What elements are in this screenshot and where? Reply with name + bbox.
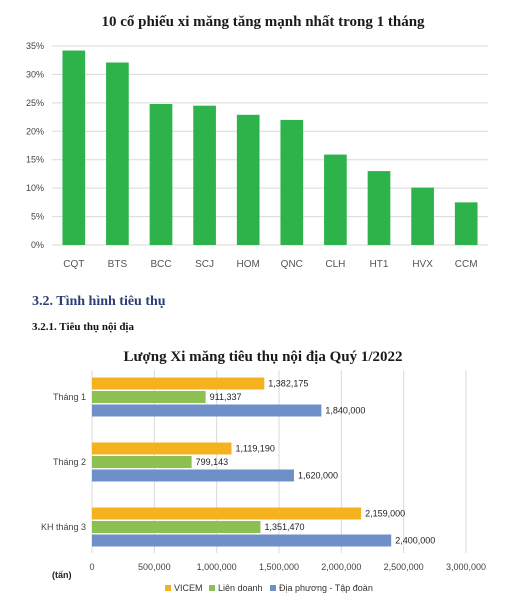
x-tick-label: CLH xyxy=(325,259,345,270)
y-tick-label: 15% xyxy=(26,155,44,165)
x-tick-label: HT1 xyxy=(370,259,389,270)
data-label: 1,382,175 xyxy=(268,379,308,389)
data-label: 799,143 xyxy=(196,457,229,467)
bar xyxy=(92,377,265,390)
data-label: 911,337 xyxy=(210,392,242,402)
y-tick-label: KH tháng 3 xyxy=(41,522,86,532)
x-tick-label: QNC xyxy=(281,259,303,270)
data-label: 2,400,000 xyxy=(395,536,435,546)
x-tick-label: 1,500,000 xyxy=(259,562,299,572)
y-tick-label: 30% xyxy=(26,69,44,79)
bar xyxy=(411,187,434,245)
bar xyxy=(236,114,260,245)
x-tick-label: CCM xyxy=(455,259,478,270)
x-tick-label: 1,000,000 xyxy=(197,562,237,572)
y-tick-label: 20% xyxy=(26,126,44,136)
section-heading: 3.2. Tình hình tiêu thụ xyxy=(32,294,166,309)
x-tick-label: BTS xyxy=(108,259,128,270)
bar xyxy=(92,507,362,520)
x-tick-label: CQT xyxy=(63,259,84,270)
bar xyxy=(92,469,294,482)
y-tick-label: Tháng 2 xyxy=(53,457,86,467)
x-tick-label: 2,000,000 xyxy=(321,562,361,572)
chart1-title: 10 cổ phiếu xi măng tăng mạnh nhất trong… xyxy=(101,14,425,30)
data-label: 1,840,000 xyxy=(325,406,365,416)
x-tick-label: SCJ xyxy=(195,259,214,270)
bar xyxy=(454,202,478,245)
bar xyxy=(280,119,304,245)
legend-swatch xyxy=(270,585,276,591)
bar xyxy=(92,391,206,403)
data-label: 1,119,190 xyxy=(236,444,275,454)
subsection-heading: 3.2.1. Tiêu thụ nội địa xyxy=(32,321,134,333)
x-tick-label: 2,500,000 xyxy=(384,562,424,572)
x-tick-label: 0 xyxy=(89,562,94,572)
legend-label: Địa phương - Tập đoàn xyxy=(279,583,373,593)
x-tick-label: 500,000 xyxy=(138,562,171,572)
bar xyxy=(92,404,322,417)
x-tick-label: BCC xyxy=(150,259,171,270)
bar xyxy=(62,50,86,246)
stock-gain-bar-chart: 0% 5% 10% 15% 20% 25% 30% 35% CQT BTS BCC SCJ HOM QNC… xyxy=(26,41,488,270)
y-tick-label: 25% xyxy=(26,98,44,108)
data-label: 1,351,470 xyxy=(264,522,304,532)
bar xyxy=(92,521,261,533)
bar xyxy=(92,534,392,547)
legend-label: Liên doanh xyxy=(218,583,263,593)
x-tick-label: HOM xyxy=(237,259,260,270)
bar xyxy=(193,105,216,245)
y-tick-label: 10% xyxy=(26,183,44,193)
data-label: 1,620,000 xyxy=(298,471,338,481)
bar xyxy=(367,171,391,245)
unit-label: (tấn) xyxy=(52,570,72,580)
x-tick-label: 3,000,000 xyxy=(446,562,486,572)
bar xyxy=(324,154,347,245)
legend-swatch xyxy=(165,585,171,591)
legend-label: VICEM xyxy=(174,583,203,593)
y-tick-label: 35% xyxy=(26,41,44,51)
y-tick-label: Tháng 1 xyxy=(53,392,86,402)
y-tick-label: 5% xyxy=(31,212,44,222)
y-tick-label: 0% xyxy=(31,240,44,250)
x-tick-label: HVX xyxy=(412,259,433,270)
data-label: 2,159,000 xyxy=(365,509,405,519)
bar xyxy=(106,62,129,245)
bar xyxy=(92,442,232,455)
bar xyxy=(92,456,192,468)
chart2-title: Lượng Xi măng tiêu thụ nội địa Quý 1/202… xyxy=(123,349,403,365)
legend-swatch xyxy=(209,585,215,591)
bar xyxy=(149,103,173,245)
